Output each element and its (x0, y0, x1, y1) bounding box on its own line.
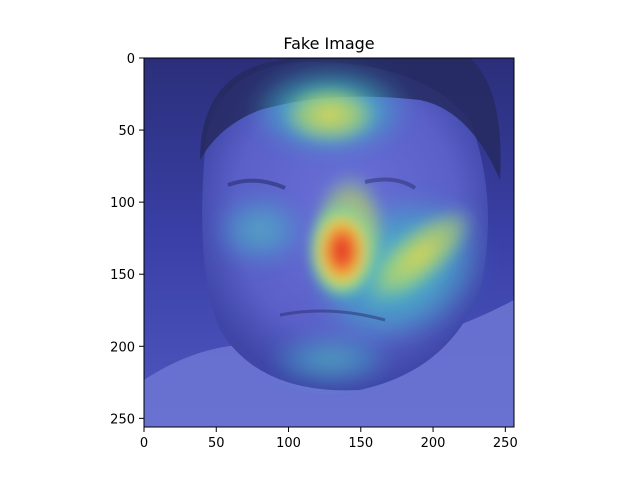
axes-frame (143, 57, 515, 428)
chart-title: Fake Image (283, 34, 374, 53)
y-tick-label: 200 (110, 340, 135, 355)
x-tick-label: 0 (140, 436, 148, 451)
y-axis: 0 50 100 150 200 250 (110, 52, 144, 427)
x-tick-label: 50 (208, 436, 225, 451)
x-tick-label: 100 (276, 436, 301, 451)
cool-region-chin (270, 335, 390, 385)
y-tick-label: 250 (110, 412, 135, 427)
x-axis: 0 50 100 150 200 250 (140, 427, 518, 451)
x-tick-label: 150 (348, 436, 373, 451)
heatmap-image (144, 58, 514, 427)
y-tick-label: 100 (110, 196, 135, 211)
warm-region-forehead (280, 85, 380, 145)
left-eye (227, 178, 286, 190)
x-tick-label: 200 (421, 436, 446, 451)
y-tick-label: 0 (127, 52, 135, 67)
cool-region-left (215, 195, 305, 265)
hotspot (308, 202, 377, 299)
mouth (279, 309, 386, 322)
right-eye (364, 177, 417, 190)
y-tick-label: 150 (110, 268, 135, 283)
y-tick-label: 50 (118, 124, 135, 139)
warm-region-diagonal (363, 205, 477, 305)
x-tick-label: 250 (493, 436, 518, 451)
